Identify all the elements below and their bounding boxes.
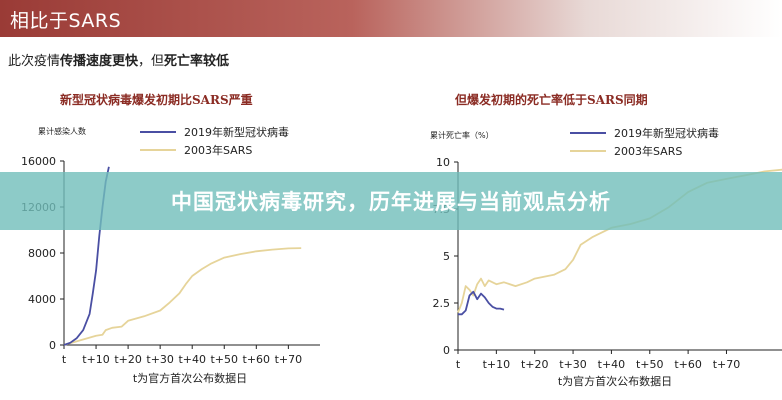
subtitle-bold-mortality: 死亡率较低 (164, 54, 230, 69)
infections-legend-label: 2003年SARS (184, 143, 252, 157)
mortality-y-tick-label: 5 (443, 250, 450, 263)
chart-infections: 0400080001200016000tt+10t+20t+30t+40t+50… (21, 125, 320, 385)
infections-x-tick-label: t+30 (146, 353, 174, 366)
infections-x-tick-label: t (62, 353, 67, 366)
infections-x-tick-label: t+10 (82, 353, 110, 366)
header-band: 相比于SARS (0, 0, 782, 37)
mortality-x-tick-label: t+50 (636, 358, 664, 371)
mortality-x-axis-label: t为官方首次公布数据日 (558, 374, 672, 388)
subtitle-bold-speed: 传播速度更快 (60, 54, 139, 69)
mortality-x-tick-label: t+20 (521, 358, 549, 371)
infections-y-tick-label: 4000 (28, 293, 56, 306)
mortality-x-tick-label: t+70 (713, 358, 741, 371)
mortality-y-tick-label: 2.5 (433, 297, 451, 310)
infections-x-tick-label: t+70 (275, 353, 303, 366)
banner-text: 中国冠状病毒研究，历年进展与当前观点分析 (171, 190, 611, 214)
subtitle-prefix: 此次疫情 (8, 54, 61, 69)
infections-x-tick-label: t+60 (243, 353, 271, 366)
infections-x-tick-label: t+40 (178, 353, 206, 366)
mortality-x-tick-label: t (456, 358, 461, 371)
subtitle: 此次疫情传播速度更快，但死亡率较低 (8, 50, 229, 69)
infections-x-tick-label: t+50 (210, 353, 238, 366)
mortality-y-tick-label: 0 (443, 344, 450, 357)
mortality-x-tick-label: t+30 (559, 358, 587, 371)
title-banner: 中国冠状病毒研究，历年进展与当前观点分析 (0, 172, 782, 230)
chart-title-infections: 新型冠状病毒爆发初期比SARS严重 (60, 93, 253, 107)
infections-y-tick-label: 16000 (21, 155, 56, 168)
mortality-series-line (458, 290, 505, 316)
mortality-legend-label: 2003年SARS (614, 144, 682, 158)
mortality-x-tick-label: t+40 (598, 358, 626, 371)
mortality-legend-label: 2019年新型冠状病毒 (614, 126, 719, 140)
mortality-y-tick-label: 10 (436, 156, 450, 169)
chart-mortality: 02.557.510tt+10t+20t+30t+40t+50t+60t+70累… (430, 126, 782, 388)
infections-series-line (63, 247, 302, 346)
mortality-y-axis-label: 累计死亡率（%） (430, 130, 494, 140)
mortality-x-tick-label: t+60 (674, 358, 702, 371)
mortality-x-tick-label: t+10 (483, 358, 511, 371)
chart-title-mortality: 但爆发初期的死亡率低于SARS同期 (455, 93, 648, 107)
header-title: 相比于SARS (10, 10, 122, 32)
infections-y-tick-label: 0 (49, 339, 56, 352)
subtitle-middle: ，但 (138, 54, 165, 69)
infections-y-axis-label: 累计感染人数 (38, 126, 86, 136)
infections-x-axis-label: t为官方首次公布数据日 (133, 371, 247, 385)
infections-y-tick-label: 8000 (28, 247, 56, 260)
infections-legend-label: 2019年新型冠状病毒 (184, 125, 289, 139)
infections-x-tick-label: t+20 (114, 353, 142, 366)
